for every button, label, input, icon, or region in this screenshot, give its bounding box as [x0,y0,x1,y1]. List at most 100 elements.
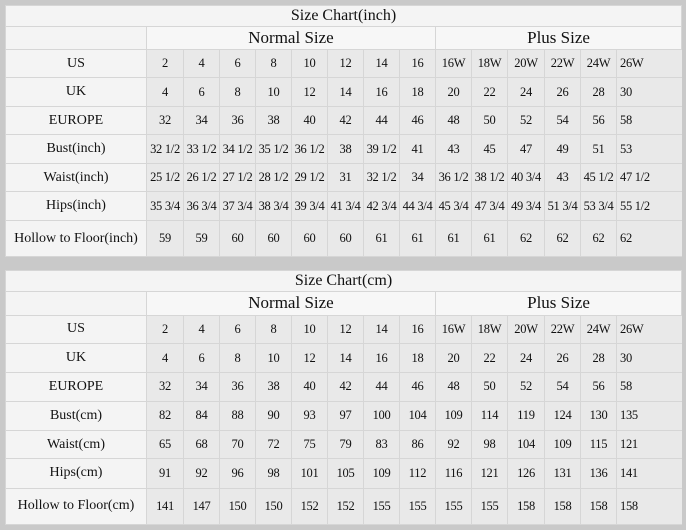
table-cell: 35 1/2 [255,134,292,164]
table-cell: 38 [255,372,292,402]
blank-header-cell [5,26,147,50]
table-cell: 20 [435,342,472,374]
table-cell: 40 [291,372,328,402]
table-cell: 4 [183,314,220,344]
table-cell: 18W [471,314,508,344]
table-cell: 18W [471,49,508,78]
table-cell: 34 [183,106,220,135]
row-label: UK [5,77,147,107]
table-cell: 32 1/2 [146,134,184,164]
table-cell: 98 [255,458,292,489]
table-cell: 26 [544,342,581,374]
table-cell: 49 3/4 [507,191,545,221]
group-header-row: Normal Size Plus Size [5,26,683,50]
table-cell: 39 3/4 [291,191,328,221]
table-cell: 131 [544,458,581,489]
table-cell: 16 [363,77,400,107]
table-row: Hips(inch) 35 3/4 36 3/4 37 3/4 38 3/4 39 3/4… [5,191,682,221]
table-cell: 60 [255,220,292,257]
table-cell: 114 [471,400,508,431]
table-cell: 152 [291,487,328,526]
row-label: Bust(inch) [5,134,147,164]
table-cell: 50 [471,372,508,402]
table-cell: 6 [219,314,256,344]
table-cell: 42 3/4 [363,191,400,221]
table-cell: 10 [255,77,292,107]
table-cell: 27 1/2 [219,163,256,192]
table-cell: 45 [471,134,508,164]
title-row: Size Chart(inch) [4,5,683,27]
table-cell: 60 [327,220,364,257]
table-cell: 41 3/4 [327,191,364,221]
table-cell: 61 [435,220,472,257]
table-cell: 45 1/2 [580,163,617,192]
table-cell: 6 [219,49,256,78]
table-cell: 86 [399,429,436,460]
table-row: Hollow to Floor(inch) 59 59 60 60 60 60 61 61 61 6… [5,220,682,257]
table-cell: 22 [471,77,508,107]
table-cell: 92 [183,458,220,489]
table-cell: 39 1/2 [363,134,400,164]
table-cell: 43 [544,163,581,192]
table-cell: 104 [399,400,436,431]
table-cell: 28 1/2 [255,163,292,192]
chart-title: Size Chart(inch) [4,5,683,27]
table-cell: 79 [327,429,364,460]
table-row: Waist(cm) 65 68 70 72 75 79 83 86 92 98 104 109 115 12… [5,429,682,460]
table-cell: 109 [363,458,400,489]
table-cell: 12 [291,77,328,107]
table-cell: 42 [327,372,364,402]
table-cell: 112 [399,458,436,489]
table-cell: 26W [615,314,682,344]
table-cell: 8 [219,342,256,374]
table-cell: 158 [507,487,545,526]
table-cell: 48 [435,372,472,402]
table-cell: 4 [146,77,184,107]
table-cell: 45 3/4 [435,191,472,221]
size-table: Size Chart(inch) Normal Size Plus Size US 2 4… [4,5,683,257]
table-cell: 109 [544,429,581,460]
table-cell: 28 [580,342,617,374]
row-label: US [5,314,147,344]
table-cell: 25 1/2 [146,163,184,192]
table-cell: 18 [399,77,436,107]
table-cell: 2 [146,49,184,78]
table-cell: 16 [399,314,436,344]
group-header-row: Normal Size Plus Size [5,291,683,316]
table-cell: 22W [544,314,581,344]
table-cell: 4 [183,49,220,78]
table-cell: 6 [183,77,220,107]
table-cell: 35 3/4 [146,191,184,221]
table-cell: 16W [435,314,472,344]
table-cell: 59 [183,220,220,257]
row-label: Bust(cm) [5,400,147,431]
table-row: US 2 4 6 8 10 12 14 16 16W 18W 20W 22W 24W 26W [5,49,682,78]
table-cell: 24 [507,77,545,107]
table-cell: 97 [327,400,364,431]
table-cell: 26W [615,49,682,78]
title-row: Size Chart(cm) [4,269,683,293]
table-row: US 2 4 6 8 10 12 14 16 16W 18W 20W 22W 24W 26W [5,314,682,344]
table-row: UK 4 6 8 10 12 14 16 18 20 22 24 26 28 30 [5,342,682,374]
table-cell: 48 [435,106,472,135]
table-cell: 20W [507,49,545,78]
table-cell: 88 [219,400,256,431]
table-cell: 32 [146,372,184,402]
table-cell: 26 1/2 [183,163,220,192]
table-cell: 116 [435,458,472,489]
table-cell: 121 [471,458,508,489]
table-cell: 10 [255,342,292,374]
table-cell: 28 [580,77,617,107]
table-cell: 40 3/4 [507,163,545,192]
table-cell: 47 [507,134,545,164]
row-label: Waist(inch) [5,163,147,192]
table-cell: 72 [255,429,292,460]
table-cell: 36 [219,372,256,402]
table-cell: 47 3/4 [471,191,508,221]
table-cell: 52 [507,106,545,135]
row-label: Hips(cm) [5,458,147,489]
table-cell: 33 1/2 [183,134,220,164]
table-cell: 98 [471,429,508,460]
table-cell: 14 [327,77,364,107]
table-cell: 152 [327,487,364,526]
